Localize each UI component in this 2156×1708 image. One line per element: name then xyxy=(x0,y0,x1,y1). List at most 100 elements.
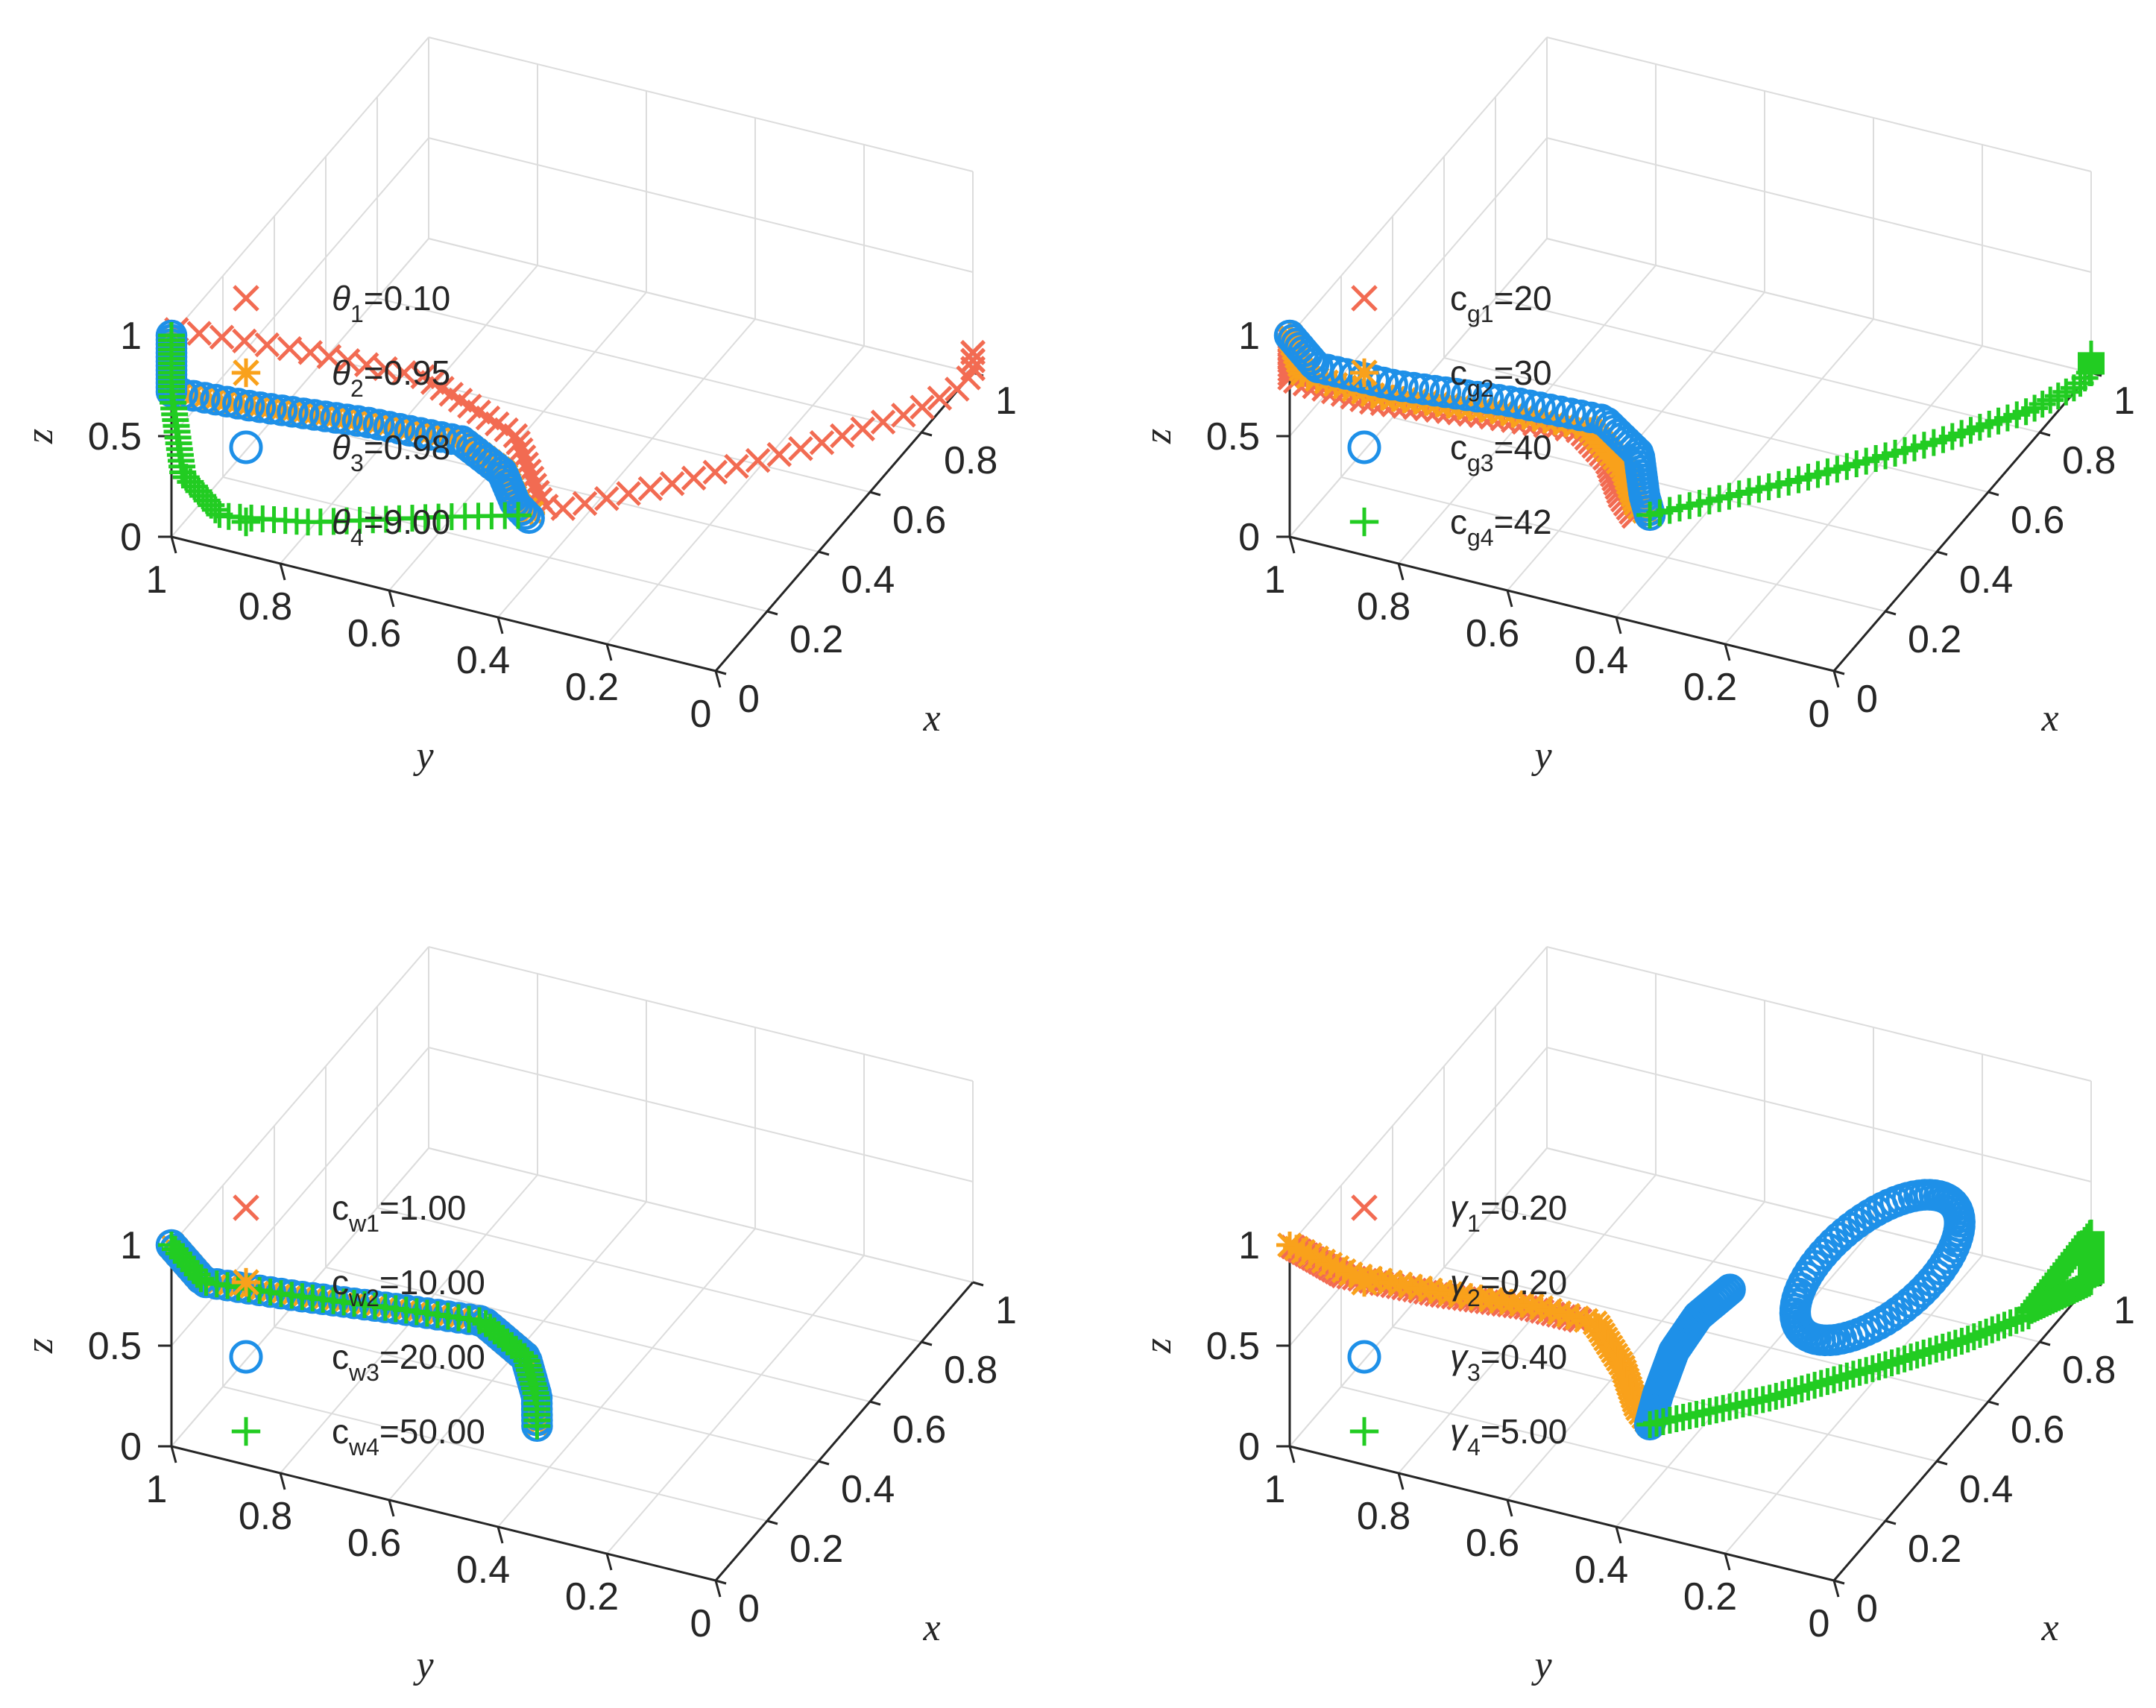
data-point xyxy=(502,423,529,449)
legend-marker xyxy=(1349,1267,1379,1297)
x-tick xyxy=(2039,431,2051,437)
legend-label: cw2=10.00 xyxy=(332,1263,485,1311)
data-point xyxy=(523,1412,551,1440)
x-tick-label: 0.4 xyxy=(841,558,895,602)
x-tick xyxy=(766,610,778,616)
x-axis-line xyxy=(714,1282,974,1581)
y-tick xyxy=(1832,670,1840,688)
x-tick-label: 0 xyxy=(738,678,760,721)
grid-floor-x xyxy=(376,297,922,433)
grid-floor-x xyxy=(1392,417,1938,552)
data-point xyxy=(1865,1353,1893,1381)
grid-floor-y xyxy=(280,265,538,564)
y-tick xyxy=(1615,1526,1622,1544)
y-axis-line xyxy=(1289,535,1835,672)
legend-marker xyxy=(229,430,263,464)
y-tick xyxy=(388,1499,395,1517)
subplot-4: 00.20.40.60.8100.20.40.60.8100.51xyzγ1=0… xyxy=(1137,946,2135,1686)
y-tick xyxy=(1724,643,1731,661)
z-tick-label: 1 xyxy=(120,1224,142,1267)
data-point xyxy=(189,382,221,414)
x-tick-label: 0.8 xyxy=(2062,1349,2116,1392)
legend-marker xyxy=(1347,1340,1381,1374)
legend-marker xyxy=(1351,285,1378,312)
z-tick-label: 1 xyxy=(1238,315,1260,358)
x-tick xyxy=(1988,1400,1999,1406)
data-point xyxy=(265,394,298,426)
y-tick xyxy=(279,563,286,581)
y-axis-line xyxy=(171,1445,716,1582)
y-tick-label: 0 xyxy=(1809,1602,1830,1645)
legend-label: cw1=1.00 xyxy=(332,1188,466,1237)
grid-floor-y xyxy=(1398,1174,1657,1474)
grid-floor-x xyxy=(1495,297,2040,433)
subplot-2: 00.20.40.60.8100.20.40.60.8100.51xyzcg1=… xyxy=(1137,37,2135,777)
grid-floor-x xyxy=(1443,1267,1989,1402)
data-point xyxy=(1397,371,1430,404)
data-point xyxy=(1711,1276,1743,1308)
y-tick xyxy=(605,643,613,661)
x-tick xyxy=(972,1281,984,1287)
legend-marker xyxy=(231,1416,261,1446)
z-axis-label: z xyxy=(19,429,61,444)
legend-marker xyxy=(231,358,261,388)
legend-label: γ2=0.20 xyxy=(1450,1263,1567,1311)
z-tick-label: 0.5 xyxy=(1206,1325,1260,1368)
x-tick xyxy=(715,669,727,675)
grid-wall-z xyxy=(171,238,429,538)
x-tick-label: 0.2 xyxy=(1908,618,1961,661)
x-tick-label: 1 xyxy=(2114,1289,2135,1332)
y-tick xyxy=(1397,563,1405,581)
grid-wall-z xyxy=(1546,37,2092,172)
data-point xyxy=(1429,376,1462,409)
y-tick-label: 0.4 xyxy=(1575,1548,1628,1592)
grid-floor-y xyxy=(497,318,756,618)
x-tick-label: 0.6 xyxy=(2011,499,2064,542)
data-point xyxy=(1451,379,1483,412)
y-axis-label: y xyxy=(1531,1644,1552,1686)
y-tick-label: 0.2 xyxy=(565,666,619,709)
data-point xyxy=(1973,1318,2000,1346)
data-point xyxy=(745,447,771,473)
grid-floor-x xyxy=(1443,357,1989,493)
grid-wall-z xyxy=(1289,37,1548,336)
data-point xyxy=(201,496,229,523)
legend-label: cw3=20.00 xyxy=(332,1337,485,1386)
data-point xyxy=(1829,1217,1861,1249)
grid-wall-z xyxy=(428,1147,974,1283)
legend-label: γ1=0.20 xyxy=(1450,1188,1567,1237)
data-point xyxy=(960,356,986,382)
data-point xyxy=(505,430,531,456)
data-point xyxy=(244,391,277,423)
x-tick-label: 0.6 xyxy=(2011,1408,2064,1452)
x-axis-line xyxy=(714,372,974,672)
grid-floor-x xyxy=(1340,476,1886,612)
y-tick xyxy=(1288,1446,1296,1463)
z-tick-label: 0 xyxy=(120,1425,142,1469)
subplot-3: 00.20.40.60.8100.20.40.60.8100.51xyzcw1=… xyxy=(19,946,1017,1686)
z-tick-label: 0 xyxy=(1238,516,1260,559)
grid-floor-x xyxy=(222,1386,768,1522)
y-tick xyxy=(279,1472,286,1490)
x-tick xyxy=(1885,610,1897,616)
data-point xyxy=(637,476,663,502)
legend-marker xyxy=(1349,1416,1379,1446)
y-tick-label: 0.6 xyxy=(347,612,401,655)
legend-marker xyxy=(231,507,261,537)
y-tick xyxy=(170,1446,177,1463)
data-point xyxy=(254,332,280,358)
data-point xyxy=(1408,373,1440,406)
data-point xyxy=(1461,380,1493,413)
data-point xyxy=(1885,1347,1912,1375)
x-tick xyxy=(818,1460,830,1466)
y-tick xyxy=(170,536,177,554)
data-point xyxy=(1633,499,1666,532)
z-tick-label: 0.5 xyxy=(88,415,142,458)
data-point xyxy=(1979,1316,2006,1343)
data-point xyxy=(1966,1320,1993,1348)
legend-marker xyxy=(231,1267,261,1297)
data-point xyxy=(287,397,320,429)
grid-wall-z xyxy=(1546,238,2092,374)
legend-marker xyxy=(233,285,259,312)
x-tick xyxy=(1936,1460,1948,1466)
